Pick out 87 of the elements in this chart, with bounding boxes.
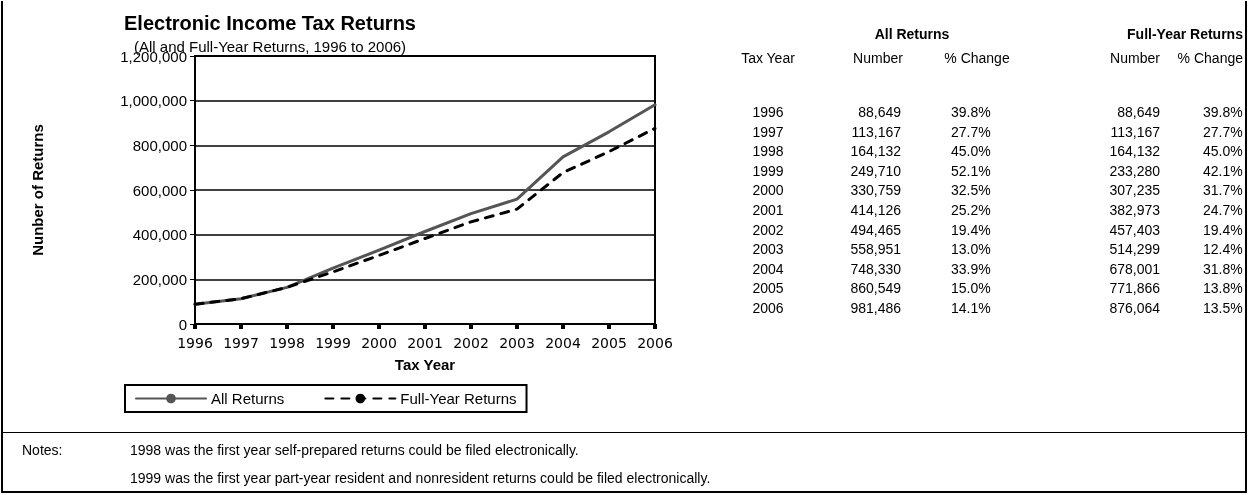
- text: 382,973: [1109, 202, 1160, 218]
- x-tick-label: 1999: [315, 335, 351, 351]
- text: 249,710: [850, 162, 901, 179]
- text: 164,132: [1109, 143, 1160, 160]
- text: 19.4%: [1203, 221, 1243, 238]
- text: Number: [853, 50, 903, 66]
- text: 876,064: [1109, 300, 1160, 316]
- text: 42.1%: [1203, 162, 1243, 179]
- text: 39.8%: [951, 104, 991, 120]
- text: 330,759: [850, 182, 901, 199]
- x-tick-label: 1998: [269, 335, 305, 351]
- x-tick-label: 2003: [499, 335, 535, 351]
- y-tick-label: 0: [178, 315, 187, 333]
- text: 24.7%: [1203, 202, 1243, 218]
- text: 981,486: [850, 300, 901, 316]
- text: 164,132: [850, 143, 901, 160]
- text: 25.2%: [951, 202, 991, 218]
- text: 27.7%: [1203, 123, 1243, 140]
- text: 88,649: [858, 104, 901, 120]
- text: 307,235: [1109, 182, 1160, 199]
- text: 14.1%: [951, 300, 991, 316]
- text: 15.0%: [951, 280, 991, 297]
- category-label: 1998: [752, 143, 784, 160]
- legend-label: All Returns: [211, 390, 285, 407]
- x-tick-label: 1997: [223, 335, 259, 351]
- y-axis-title: Nunber of Returns: [29, 124, 46, 256]
- category-label: 2005: [752, 280, 784, 297]
- category-label: 1999: [752, 162, 784, 179]
- y-tick-label: 200,000: [132, 270, 187, 288]
- y-tick-label: 400,000: [132, 226, 187, 244]
- text: Notes:: [22, 442, 63, 458]
- text: 678,001: [1109, 260, 1160, 277]
- category-label: 1997: [752, 123, 784, 140]
- text: % Change: [1177, 50, 1243, 66]
- x-tick-label: 1996: [177, 335, 213, 351]
- x-axis-title: Tax Year: [394, 356, 456, 373]
- text: All Returns: [874, 26, 950, 42]
- text: 45.0%: [951, 143, 991, 160]
- text: 31.8%: [1203, 260, 1243, 277]
- text: 494,465: [850, 221, 901, 238]
- text: 1999 was the first year part-year resident and nonresident returns could be filed electronically.: [130, 470, 711, 486]
- text: 113,167: [1110, 123, 1160, 140]
- text: Full-Year Returns: [1127, 26, 1243, 42]
- category-label: 2002: [752, 221, 784, 238]
- x-tick-label: 2004: [545, 335, 581, 351]
- y-tick-label: 600,000: [132, 181, 187, 199]
- category-label: 2004: [752, 260, 784, 277]
- text: 13.0%: [951, 241, 991, 258]
- x-tick-label: 2000: [361, 335, 397, 351]
- text: 39.8%: [1203, 104, 1243, 120]
- text: 45.0%: [1203, 143, 1243, 160]
- chart-title: Electronic Income Tax Returns: [124, 12, 416, 34]
- text: 771,866: [1109, 280, 1160, 297]
- x-tick-label: 2006: [637, 335, 673, 351]
- text: Number: [1110, 50, 1160, 66]
- y-tick-label: 1,000,000: [120, 92, 187, 110]
- text: 31.7%: [1203, 182, 1243, 199]
- category-label: 2003: [752, 241, 784, 258]
- text: 33.9%: [951, 260, 991, 277]
- x-tick-label: 2005: [591, 335, 627, 351]
- text: 13.8%: [1203, 280, 1243, 297]
- text: 13.5%: [1203, 300, 1243, 316]
- category-label: 2000: [752, 182, 784, 199]
- category-label: 1996: [752, 104, 784, 120]
- text: 233,280: [1109, 162, 1160, 179]
- text: 414,126: [850, 202, 901, 218]
- text: 52.1%: [951, 162, 991, 179]
- category-label: 2006: [752, 300, 784, 316]
- text: 514,299: [1109, 241, 1160, 258]
- y-tick-label: 800,000: [132, 136, 187, 154]
- category-label: 2001: [752, 202, 784, 218]
- x-tick-label: 2001: [407, 335, 443, 351]
- text: Tax Year: [741, 50, 795, 66]
- text: 12.4%: [1203, 241, 1243, 258]
- text: 27.7%: [951, 123, 991, 140]
- text: 113,167: [851, 123, 901, 140]
- text: 1998 was the first year self-prepared returns could be filed electronically.: [130, 442, 579, 458]
- legend-label: Full-Year Returns: [400, 390, 517, 407]
- text: % Change: [944, 50, 1010, 66]
- text: 860,549: [850, 280, 901, 297]
- text: 457,403: [1109, 221, 1160, 238]
- text: 88,649: [1117, 104, 1160, 120]
- text: 32.5%: [951, 182, 991, 199]
- x-tick-label: 2002: [453, 335, 489, 351]
- text: 558,951: [850, 241, 901, 258]
- text: 19.4%: [951, 221, 991, 238]
- text: 748,330: [850, 260, 901, 277]
